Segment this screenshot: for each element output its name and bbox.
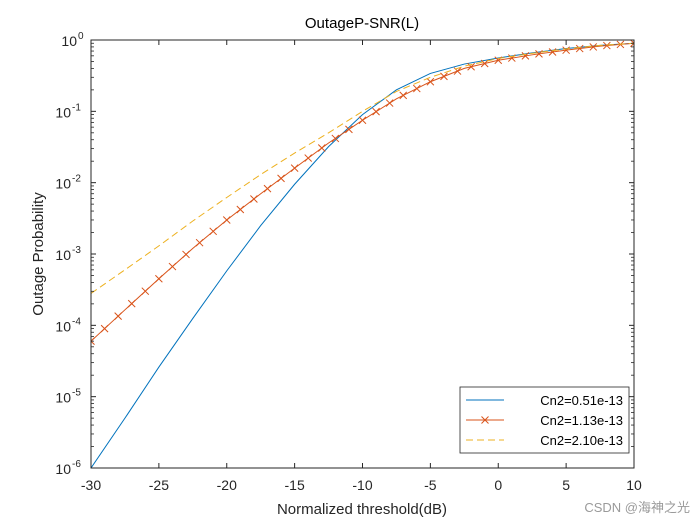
- legend-item: Cn2=0.51e-13: [466, 393, 623, 408]
- y-tick-label: 10 -5: [55, 388, 81, 406]
- series-2-marker: [127, 299, 136, 308]
- y-tick-base: 10: [55, 247, 71, 263]
- y-tick-exp: -2: [72, 174, 81, 185]
- series-2-marker: [467, 62, 475, 71]
- series-2-marker: [385, 99, 394, 107]
- y-tick-exp: -6: [72, 459, 81, 470]
- y-tick-label: 10 -1: [55, 102, 81, 120]
- legend-label: Cn2=0.51e-13: [540, 393, 623, 408]
- series-2-marker: [358, 116, 367, 125]
- y-tick-base: 10: [55, 461, 71, 477]
- legend-marker: [481, 416, 489, 424]
- series-2-marker: [100, 324, 109, 333]
- series-2-marker: [263, 184, 272, 193]
- x-tick-label: 5: [562, 477, 570, 493]
- x-tick-labels: -30 -25 -20 -15 -10 -5 0 5 10: [81, 477, 642, 493]
- legend-items: Cn2=0.51e-13 Cn2=1.13e-13 Cn2=2.10e-13: [466, 393, 623, 448]
- legend-label: Cn2=1.13e-13: [540, 413, 623, 428]
- series-2-marker: [372, 107, 380, 116]
- series-2-marker: [399, 91, 408, 100]
- x-tick-label: -15: [285, 477, 305, 493]
- x-tick-label: -30: [81, 477, 101, 493]
- legend-item: Cn2=1.13e-13: [466, 413, 623, 428]
- y-tick-base: 10: [55, 104, 71, 120]
- series-2-marker: [277, 174, 285, 183]
- y-tick-base: 10: [55, 318, 71, 334]
- series-2-marker: [91, 337, 95, 346]
- series-2-marker: [141, 287, 150, 296]
- y-tick-base: 10: [55, 176, 71, 192]
- series-2-marker: [562, 46, 570, 55]
- legend-item: Cn2=2.10e-13: [466, 433, 623, 448]
- y-tick-exp: -3: [72, 245, 81, 256]
- series-2-marker: [250, 195, 258, 203]
- legend-label: Cn2=2.10e-13: [540, 433, 623, 448]
- x-tick-label: -5: [424, 477, 437, 493]
- series-2-marker: [182, 250, 190, 259]
- series-2-marker: [114, 312, 123, 320]
- series-2-marker: [209, 227, 218, 236]
- series-2-marker: [440, 72, 448, 81]
- y-tick-exp: -1: [72, 102, 81, 113]
- y-tick-label: 10 -2: [55, 174, 81, 192]
- y-axis-label: Outage Probability: [30, 192, 47, 316]
- series-2-marker: [589, 43, 598, 51]
- series-2-marker: [345, 125, 353, 134]
- series-2-marker: [222, 216, 231, 224]
- watermark: CSDN @海神之光: [584, 500, 690, 515]
- chart-title: OutageP-SNR(L): [305, 15, 419, 32]
- y-tick-base: 10: [61, 33, 77, 49]
- x-tick-label: -25: [149, 477, 169, 493]
- series-layer: [91, 40, 634, 468]
- y-tick-label: 10 0: [61, 31, 84, 49]
- series-line-3: [91, 42, 634, 294]
- series-2-marker: [304, 154, 313, 162]
- y-tick-exp: -4: [72, 316, 81, 327]
- y-tick-label: 10 -3: [55, 245, 81, 263]
- x-axis-label: Normalized threshold(dB): [277, 501, 447, 518]
- series-2-marker: [630, 40, 634, 48]
- series-2-marker: [168, 262, 177, 271]
- series-2-marker: [290, 164, 299, 172]
- series-2-marker: [195, 238, 204, 247]
- series-2-marker: [331, 134, 340, 143]
- series-2-marker: [155, 274, 163, 283]
- y-tick-exp: 0: [78, 31, 84, 42]
- y-tick-exp: -5: [72, 388, 81, 399]
- series-2-marker: [426, 77, 435, 86]
- series-2-marker: [535, 50, 543, 58]
- legend: Cn2=0.51e-13 Cn2=1.13e-13 Cn2=2.10e-13: [459, 386, 630, 454]
- x-tick-label: -20: [217, 477, 237, 493]
- series-2-marker: [412, 84, 421, 93]
- series-2-marker: [548, 48, 557, 56]
- series-2-marker: [602, 41, 611, 50]
- series-2-marker: [575, 44, 584, 53]
- series-2-marker: [236, 205, 245, 214]
- series-2-marker: [317, 144, 326, 152]
- y-tick-label: 10 -4: [55, 316, 81, 334]
- y-tick-label: 10 -6: [55, 459, 81, 477]
- x-tick-label: -10: [352, 477, 372, 493]
- y-tick-base: 10: [55, 390, 71, 406]
- series-2-marker: [521, 52, 530, 60]
- x-tick-label: 0: [494, 477, 502, 493]
- x-tick-label: 10: [626, 477, 642, 493]
- axes-box: [90, 39, 635, 469]
